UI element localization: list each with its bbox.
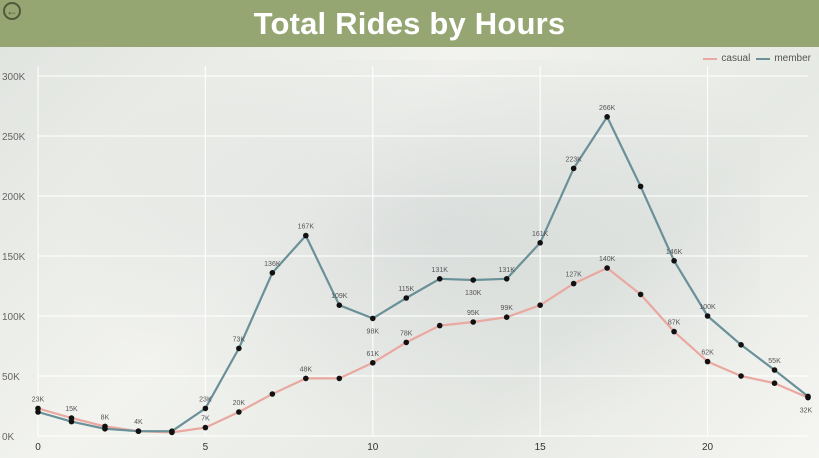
data-point-member bbox=[671, 258, 677, 264]
data-point-casual bbox=[202, 424, 209, 431]
y-tick-label: 200K bbox=[2, 192, 26, 203]
data-label-member: 115K bbox=[398, 286, 414, 293]
y-tick-label: 250K bbox=[2, 132, 26, 143]
data-point-casual bbox=[637, 291, 644, 298]
y-tick-label: 150K bbox=[2, 252, 26, 263]
data-point-member bbox=[537, 240, 543, 246]
data-label-member: 146K bbox=[666, 249, 683, 256]
chart-legend: casual member bbox=[703, 53, 811, 64]
data-label-casual: 87K bbox=[668, 320, 681, 327]
data-label-member: 23K bbox=[199, 396, 212, 403]
legend-label-member: member bbox=[774, 53, 811, 64]
data-label-member: 223K bbox=[565, 156, 582, 163]
data-point-casual bbox=[369, 360, 376, 366]
data-point-casual bbox=[303, 375, 309, 382]
data-point-member bbox=[805, 393, 811, 400]
data-label-casual: 127K bbox=[565, 272, 582, 279]
data-label-member: 131K bbox=[432, 267, 449, 274]
series-line-member bbox=[37, 115, 809, 433]
data-point-member bbox=[202, 405, 209, 412]
data-label-casual: 8K bbox=[101, 414, 110, 421]
data-point-casual bbox=[269, 391, 276, 397]
data-point-member bbox=[236, 345, 242, 352]
data-label-casual: 95K bbox=[467, 310, 480, 317]
data-label-member: 98K bbox=[367, 328, 380, 335]
data-label-casual: 32K bbox=[800, 408, 813, 415]
data-label-casual: 15K bbox=[65, 406, 78, 413]
data-label-casual: 48K bbox=[300, 366, 313, 373]
legend-label-casual: casual bbox=[721, 53, 751, 64]
data-label-member: 55K bbox=[768, 358, 781, 365]
data-label-member: 136K bbox=[264, 261, 281, 268]
data-label-member: 109K bbox=[331, 293, 348, 300]
data-point-member bbox=[436, 276, 443, 282]
data-point-member bbox=[68, 418, 75, 425]
x-tick-label: 10 bbox=[367, 442, 379, 453]
data-point-member bbox=[704, 313, 711, 319]
data-point-member bbox=[169, 428, 175, 435]
data-label-member: 131K bbox=[499, 267, 516, 274]
data-point-member bbox=[503, 276, 510, 282]
data-point-casual bbox=[570, 280, 577, 287]
y-tick-label: 100K bbox=[2, 312, 26, 323]
data-point-member bbox=[771, 367, 778, 373]
data-point-member bbox=[738, 342, 744, 348]
data-label-casual: 78K bbox=[400, 330, 413, 337]
data-label-member: 100K bbox=[699, 304, 716, 311]
data-label-casual: 140K bbox=[599, 256, 616, 263]
data-point-member bbox=[269, 270, 276, 276]
data-label-casual: 20K bbox=[233, 400, 246, 407]
x-tick-label: 20 bbox=[702, 442, 714, 453]
legend-item-casual[interactable]: casual bbox=[703, 53, 750, 64]
data-point-member bbox=[403, 295, 410, 301]
x-tick-label: 5 bbox=[203, 442, 209, 453]
data-label-casual: 7K bbox=[201, 416, 210, 423]
data-point-casual bbox=[236, 409, 242, 415]
background-shade bbox=[60, 60, 760, 440]
data-point-member bbox=[35, 409, 41, 415]
data-point-member bbox=[637, 183, 644, 190]
data-point-member bbox=[303, 232, 309, 239]
data-point-member bbox=[470, 277, 477, 283]
data-label-casual: 23K bbox=[32, 396, 45, 403]
data-point-member bbox=[102, 426, 108, 432]
data-point-casual bbox=[704, 358, 711, 365]
data-label-member: 130K bbox=[465, 290, 482, 297]
data-point-casual bbox=[403, 339, 410, 346]
data-label-member: 266K bbox=[599, 105, 616, 112]
data-point-member bbox=[336, 302, 343, 309]
y-tick-label: 50K bbox=[2, 372, 20, 383]
data-label-member: 161K bbox=[532, 231, 549, 238]
data-point-member bbox=[135, 428, 142, 435]
data-label-member: 4K bbox=[134, 419, 143, 426]
data-point-casual bbox=[436, 322, 443, 329]
data-point-member bbox=[369, 315, 376, 322]
page-title: Total Rides by Hours bbox=[253, 5, 566, 41]
legend-swatch-member bbox=[756, 57, 771, 60]
data-point-member bbox=[604, 114, 610, 120]
data-point-casual bbox=[604, 265, 610, 271]
y-tick-label: 300K bbox=[2, 72, 26, 83]
legend-swatch-casual bbox=[703, 57, 718, 60]
data-point-casual bbox=[771, 380, 778, 387]
legend-item-member[interactable]: member bbox=[756, 53, 811, 64]
data-point-casual bbox=[336, 375, 343, 382]
data-point-casual bbox=[671, 328, 677, 335]
x-tick-label: 0 bbox=[35, 442, 41, 453]
data-point-casual bbox=[503, 314, 510, 321]
data-label-casual: 61K bbox=[367, 351, 380, 358]
data-point-member bbox=[570, 165, 577, 172]
data-point-casual bbox=[470, 319, 477, 325]
page-header: Total Rides by Hours ← bbox=[0, 0, 819, 47]
data-label-member: 73K bbox=[233, 336, 246, 343]
data-label-member: 167K bbox=[298, 224, 315, 231]
data-point-casual bbox=[537, 302, 543, 309]
back-arrow-icon[interactable]: ← bbox=[3, 2, 21, 20]
data-label-casual: 62K bbox=[701, 350, 714, 357]
data-point-casual bbox=[738, 373, 744, 379]
x-tick-label: 15 bbox=[535, 442, 547, 453]
data-label-casual: 99K bbox=[500, 305, 513, 312]
y-tick-label: 0K bbox=[2, 432, 15, 443]
